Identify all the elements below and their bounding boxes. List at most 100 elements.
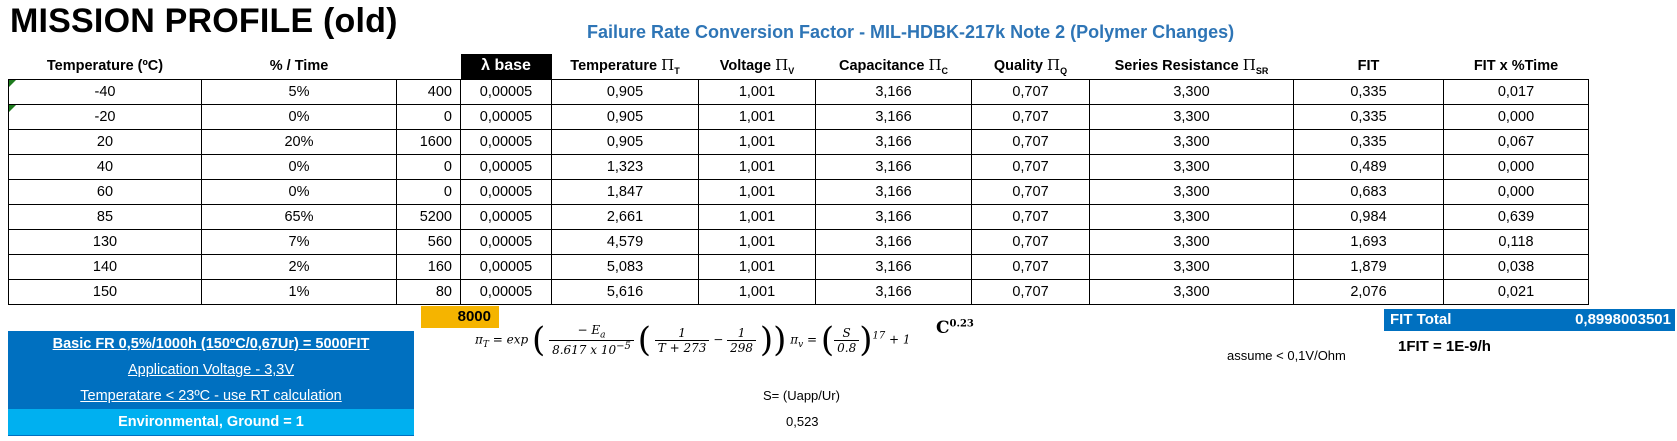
cell-percent-time[interactable]: 0% xyxy=(201,153,397,180)
cell-lambda-base[interactable]: 0,00005 xyxy=(460,103,552,130)
cell-fit[interactable]: 1,693 xyxy=(1293,228,1444,255)
cell-pi-q[interactable]: 0,707 xyxy=(971,78,1090,105)
cell-pi-v[interactable]: 1,001 xyxy=(698,278,816,305)
cell-pi-v[interactable]: 1,001 xyxy=(698,103,816,130)
cell-pi-c[interactable]: 3,166 xyxy=(815,153,972,180)
cell-temperature[interactable]: 20 xyxy=(8,128,202,155)
cell-pi-v[interactable]: 1,001 xyxy=(698,178,816,205)
cell-pi-sr[interactable]: 3,300 xyxy=(1089,178,1294,205)
cell-percent-time[interactable]: 65% xyxy=(201,203,397,230)
cell-fit[interactable]: 0,335 xyxy=(1293,128,1444,155)
cell-hours[interactable]: 0 xyxy=(396,103,461,130)
cell-pi-v[interactable]: 1,001 xyxy=(698,203,816,230)
cell-temperature[interactable]: 150 xyxy=(8,278,202,305)
cell-hours[interactable]: 0 xyxy=(396,178,461,205)
cell-percent-time[interactable]: 1% xyxy=(201,278,397,305)
cell-pi-q[interactable]: 0,707 xyxy=(971,153,1090,180)
cell-pi-t[interactable]: 4,579 xyxy=(551,228,699,255)
cell-fit[interactable]: 0,335 xyxy=(1293,103,1444,130)
cell-pi-c[interactable]: 3,166 xyxy=(815,228,972,255)
cell-pi-v[interactable]: 1,001 xyxy=(698,128,816,155)
cell-pi-t[interactable]: 5,616 xyxy=(551,278,699,305)
cell-fit[interactable]: 0,489 xyxy=(1293,153,1444,180)
cell-pi-sr[interactable]: 3,300 xyxy=(1089,128,1294,155)
cell-percent-time[interactable]: 0% xyxy=(201,178,397,205)
cell-fit-time[interactable]: 0,021 xyxy=(1443,278,1589,305)
cell-fit[interactable]: 0,984 xyxy=(1293,203,1444,230)
cell-pi-c[interactable]: 3,166 xyxy=(815,253,972,280)
cell-pi-t[interactable]: 0,905 xyxy=(551,78,699,105)
cell-pi-sr[interactable]: 3,300 xyxy=(1089,253,1294,280)
cell-fit[interactable]: 1,879 xyxy=(1293,253,1444,280)
cell-pi-sr[interactable]: 3,300 xyxy=(1089,103,1294,130)
cell-pi-sr[interactable]: 3,300 xyxy=(1089,203,1294,230)
cell-pi-c[interactable]: 3,166 xyxy=(815,128,972,155)
cell-fit-time[interactable]: 0,067 xyxy=(1443,128,1589,155)
cell-pi-v[interactable]: 1,001 xyxy=(698,253,816,280)
cell-pi-sr[interactable]: 3,300 xyxy=(1089,278,1294,305)
cell-pi-q[interactable]: 0,707 xyxy=(971,128,1090,155)
cell-pi-t[interactable]: 1,847 xyxy=(551,178,699,205)
cell-pi-q[interactable]: 0,707 xyxy=(971,253,1090,280)
cell-hours[interactable]: 5200 xyxy=(396,203,461,230)
cell-hours[interactable]: 160 xyxy=(396,253,461,280)
cell-pi-c[interactable]: 3,166 xyxy=(815,103,972,130)
cell-pi-q[interactable]: 0,707 xyxy=(971,178,1090,205)
cell-temperature[interactable]: 130 xyxy=(8,228,202,255)
cell-pi-q[interactable]: 0,707 xyxy=(971,203,1090,230)
cell-pi-c[interactable]: 3,166 xyxy=(815,278,972,305)
cell-hours[interactable]: 560 xyxy=(396,228,461,255)
table-row: 140 2% 160 0,00005 5,083 1,001 3,166 0,707 3,300… xyxy=(8,253,1589,280)
cell-fit-time[interactable]: 0,000 xyxy=(1443,103,1589,130)
cell-pi-c[interactable]: 3,166 xyxy=(815,78,972,105)
cell-temperature[interactable]: 85 xyxy=(8,203,202,230)
cell-fit[interactable]: 0,335 xyxy=(1293,78,1444,105)
cell-pi-q[interactable]: 0,707 xyxy=(971,278,1090,305)
cell-fit-time[interactable]: 0,038 xyxy=(1443,253,1589,280)
cell-pi-sr[interactable]: 3,300 xyxy=(1089,78,1294,105)
cell-fit-time[interactable]: 0,639 xyxy=(1443,203,1589,230)
cell-pi-t[interactable]: 0,905 xyxy=(551,103,699,130)
cell-percent-time[interactable]: 20% xyxy=(201,128,397,155)
cell-temperature[interactable]: 40 xyxy=(8,153,202,180)
cell-fit-time[interactable]: 0,000 xyxy=(1443,153,1589,180)
cell-lambda-base[interactable]: 0,00005 xyxy=(460,253,552,280)
cell-hours[interactable]: 1600 xyxy=(396,128,461,155)
cell-pi-v[interactable]: 1,001 xyxy=(698,153,816,180)
cell-lambda-base[interactable]: 0,00005 xyxy=(460,153,552,180)
cell-temperature[interactable]: -40 xyxy=(8,78,202,105)
cell-fit-time[interactable]: 0,000 xyxy=(1443,178,1589,205)
cell-pi-sr[interactable]: 3,300 xyxy=(1089,153,1294,180)
cell-percent-time[interactable]: 2% xyxy=(201,253,397,280)
cell-pi-t[interactable]: 5,083 xyxy=(551,253,699,280)
cell-fit-time[interactable]: 0,118 xyxy=(1443,228,1589,255)
cell-temperature[interactable]: -20 xyxy=(8,103,202,130)
cell-temperature[interactable]: 140 xyxy=(8,253,202,280)
cell-pi-t[interactable]: 0,905 xyxy=(551,128,699,155)
cell-pi-q[interactable]: 0,707 xyxy=(971,103,1090,130)
cell-lambda-base[interactable]: 0,00005 xyxy=(460,278,552,305)
cell-hours[interactable]: 0 xyxy=(396,153,461,180)
cell-pi-t[interactable]: 1,323 xyxy=(551,153,699,180)
cell-pi-sr[interactable]: 3,300 xyxy=(1089,228,1294,255)
cell-pi-v[interactable]: 1,001 xyxy=(698,78,816,105)
cell-lambda-base[interactable]: 0,00005 xyxy=(460,128,552,155)
cell-pi-t[interactable]: 2,661 xyxy=(551,203,699,230)
cell-temperature[interactable]: 60 xyxy=(8,178,202,205)
cell-percent-time[interactable]: 5% xyxy=(201,78,397,105)
cell-fit[interactable]: 0,683 xyxy=(1293,178,1444,205)
cell-fit-time[interactable]: 0,017 xyxy=(1443,78,1589,105)
cell-percent-time[interactable]: 7% xyxy=(201,228,397,255)
cell-fit[interactable]: 2,076 xyxy=(1293,278,1444,305)
cell-pi-q[interactable]: 0,707 xyxy=(971,228,1090,255)
cell-pi-c[interactable]: 3,166 xyxy=(815,203,972,230)
cell-pi-c[interactable]: 3,166 xyxy=(815,178,972,205)
cell-hours[interactable]: 400 xyxy=(396,78,461,105)
cell-pi-v[interactable]: 1,001 xyxy=(698,228,816,255)
cell-lambda-base[interactable]: 0,00005 xyxy=(460,78,552,105)
cell-hours[interactable]: 80 xyxy=(396,278,461,305)
cell-percent-time[interactable]: 0% xyxy=(201,103,397,130)
cell-lambda-base[interactable]: 0,00005 xyxy=(460,203,552,230)
cell-lambda-base[interactable]: 0,00005 xyxy=(460,228,552,255)
cell-lambda-base[interactable]: 0,00005 xyxy=(460,178,552,205)
